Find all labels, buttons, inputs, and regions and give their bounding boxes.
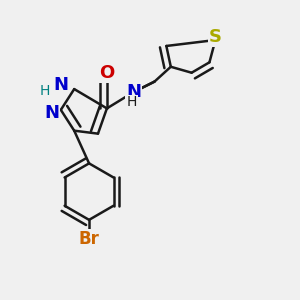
Text: S: S	[209, 28, 222, 46]
Text: Br: Br	[79, 230, 100, 248]
Text: O: O	[99, 64, 115, 82]
Text: N: N	[44, 104, 59, 122]
Text: N: N	[126, 83, 141, 101]
Text: H: H	[40, 84, 50, 98]
Text: H: H	[127, 95, 137, 110]
Text: N: N	[53, 76, 68, 94]
